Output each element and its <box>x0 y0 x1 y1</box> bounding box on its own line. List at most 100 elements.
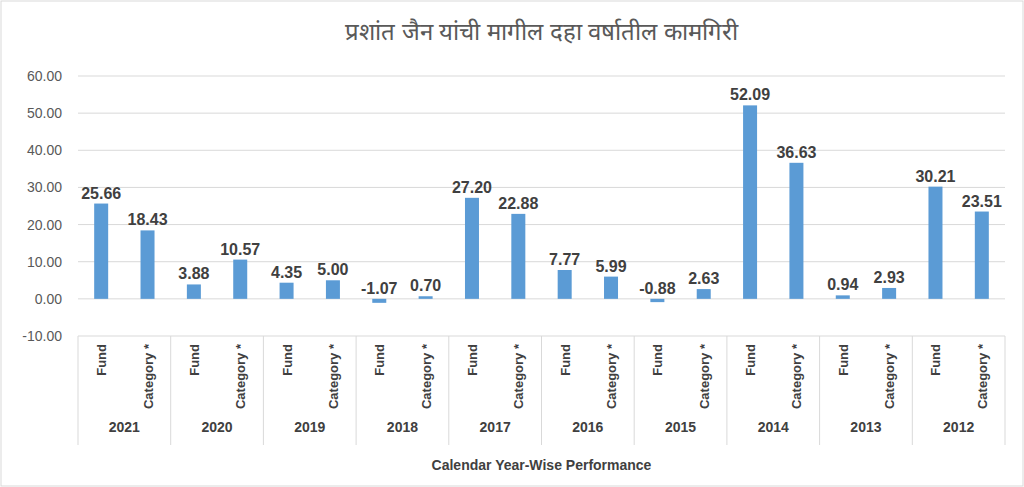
bar <box>233 260 247 299</box>
x-tick-label: 2020 <box>201 419 232 435</box>
bar <box>141 230 155 298</box>
series-name-label: Fund <box>465 344 480 376</box>
series-name-label: Category * <box>511 343 526 409</box>
data-label: 0.70 <box>410 277 441 294</box>
series-name-label: Fund <box>280 344 295 376</box>
group-separator <box>170 336 171 445</box>
bar <box>882 288 896 299</box>
series-name-label: Category * <box>975 343 990 409</box>
bar <box>372 299 386 303</box>
x-tick-label: 2017 <box>480 419 511 435</box>
group-separator <box>1005 336 1006 445</box>
series-name-label: Fund <box>743 344 758 376</box>
bar <box>558 270 572 299</box>
series-name-label: Fund <box>94 344 109 376</box>
data-label: 10.57 <box>220 241 260 258</box>
x-axis-title: Calendar Year-Wise Performance <box>432 457 652 473</box>
group-separator <box>78 336 79 445</box>
data-label: 5.00 <box>317 261 348 278</box>
series-name-label: Fund <box>372 344 387 376</box>
group-separator <box>263 336 264 445</box>
chart: प्रशांत जैन यांची मागील दहा वर्षातील काम… <box>0 0 1024 487</box>
bar <box>604 277 618 299</box>
bar <box>326 280 340 299</box>
series-name-label: Fund <box>558 344 573 376</box>
x-tick-label: 2015 <box>665 419 696 435</box>
x-tick-label: 2012 <box>943 419 974 435</box>
chart-title: प्रशांत जैन यांची मागील दहा वर्षातील काम… <box>345 18 739 45</box>
bar <box>280 283 294 299</box>
data-label: 52.09 <box>730 86 770 103</box>
grid <box>78 76 1005 336</box>
data-label: 2.93 <box>874 269 905 286</box>
bar <box>187 284 201 298</box>
x-tick-label: 2019 <box>294 419 325 435</box>
group-separator <box>912 336 913 445</box>
bar <box>928 187 942 299</box>
bar <box>975 212 989 299</box>
y-tick-label: 50.00 <box>27 105 62 121</box>
data-label: 25.66 <box>81 185 121 202</box>
bar <box>743 105 757 298</box>
y-tick-label: 10.00 <box>27 254 62 270</box>
grid-line <box>78 298 1005 299</box>
data-label: 30.21 <box>915 168 955 185</box>
series-name-label: Fund <box>836 344 851 376</box>
group-separator <box>819 336 820 445</box>
bars <box>94 105 989 302</box>
bar <box>511 214 525 299</box>
bar <box>836 295 850 298</box>
series-name-label: Category * <box>233 343 248 409</box>
series-name-label: Fund <box>187 344 202 376</box>
bar <box>419 296 433 299</box>
data-label: -0.88 <box>639 280 676 297</box>
x-tick-label: 2013 <box>850 419 881 435</box>
x-axis: FundCategory *2021FundCategory *2020Fund… <box>78 336 1005 445</box>
series-name-label: Category * <box>326 343 341 409</box>
x-tick-label: 2018 <box>387 419 418 435</box>
series-name-label: Category * <box>697 343 712 409</box>
series-name-label: Category * <box>789 343 804 409</box>
series-name-label: Fund <box>928 344 943 376</box>
data-label: 3.88 <box>178 265 209 282</box>
y-tick-label: 30.00 <box>27 179 62 195</box>
grid-line <box>78 224 1005 225</box>
y-tick-label: 0.00 <box>35 291 62 307</box>
group-separator <box>356 336 357 445</box>
data-label: 23.51 <box>962 193 1002 210</box>
x-tick-label: 2016 <box>572 419 603 435</box>
grid-line <box>78 187 1005 188</box>
series-name-label: Category * <box>604 343 619 409</box>
x-tick-label: 2014 <box>758 419 789 435</box>
data-label: 22.88 <box>498 195 538 212</box>
group-separator <box>634 336 635 445</box>
grid-line <box>78 76 1005 77</box>
series-name-label: Fund <box>650 344 665 376</box>
bar <box>697 289 711 299</box>
data-labels: 25.66 3.88 4.35 -1.07 27.20 7.77 -0.88 52.09 0.9… <box>81 86 1002 296</box>
data-label: 18.43 <box>128 211 168 228</box>
data-label: 4.35 <box>271 264 302 281</box>
data-label: 0.94 <box>827 276 858 293</box>
data-label: 5.99 <box>595 258 626 275</box>
series-name-label: Category * <box>419 343 434 409</box>
y-tick-label: 40.00 <box>27 142 62 158</box>
series-name-label: Category * <box>882 343 897 409</box>
group-separator <box>726 336 727 445</box>
x-tick-label: 2021 <box>109 419 140 435</box>
grid-line <box>78 261 1005 262</box>
grid-line <box>78 150 1005 151</box>
group-separator <box>541 336 542 445</box>
series-name-label: Category * <box>141 343 156 409</box>
data-label: 36.63 <box>776 144 816 161</box>
bar <box>94 204 108 299</box>
group-separator <box>448 336 449 445</box>
data-label: 27.20 <box>452 179 492 196</box>
chart-border <box>1 1 1023 486</box>
grid-line <box>78 113 1005 114</box>
bar <box>465 198 479 299</box>
y-tick-label: -10.00 <box>22 328 62 344</box>
data-label: 2.63 <box>688 270 719 287</box>
data-label: -1.07 <box>361 280 398 297</box>
data-label: 7.77 <box>549 251 580 268</box>
